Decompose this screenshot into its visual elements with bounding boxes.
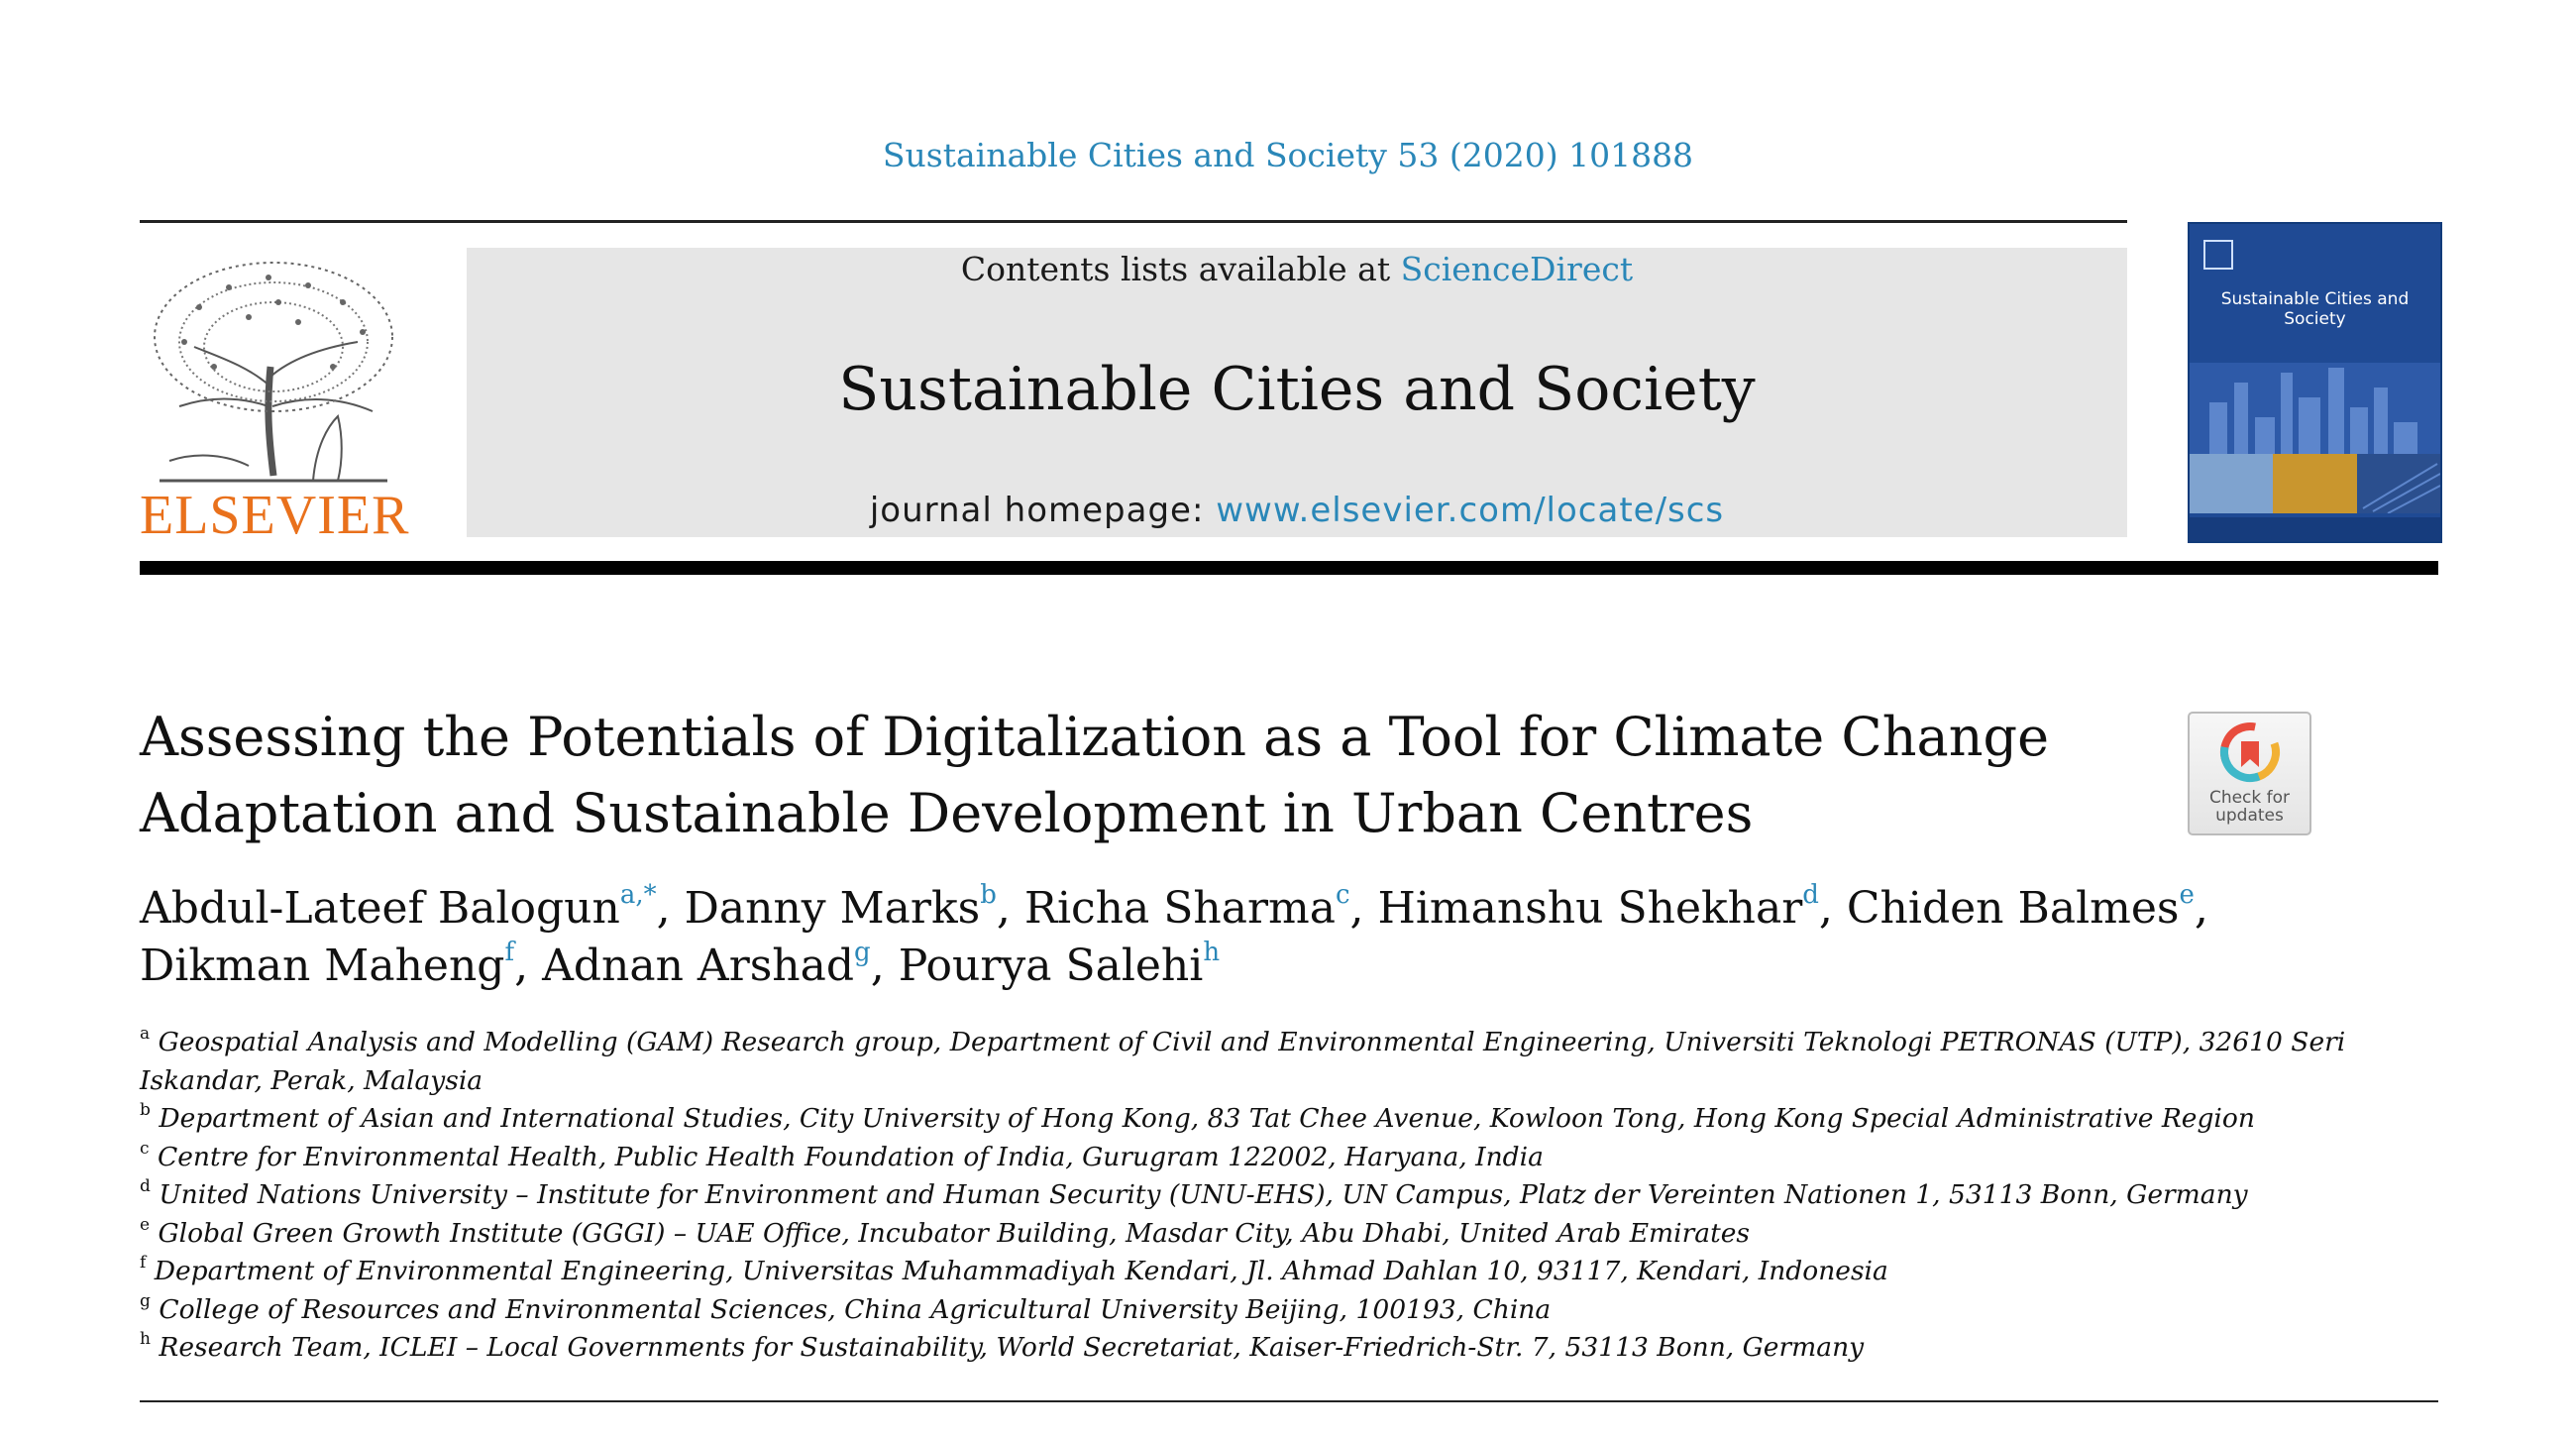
article-title: Assessing the Potentials of Digitalizati… (140, 699, 2121, 851)
affiliation-link[interactable]: a, (619, 880, 644, 911)
cover-logo-icon (2203, 240, 2233, 270)
affiliation-link[interactable]: g (854, 938, 871, 968)
journal-banner: Contents lists available at ScienceDirec… (467, 248, 2127, 537)
affiliation-text: Geospatial Analysis and Modelling (GAM) … (158, 1027, 2346, 1057)
affiliation-link[interactable]: e (2179, 880, 2195, 911)
journal-cover-thumbnail[interactable]: Sustainable Cities and Society (2188, 222, 2442, 543)
affiliation-item: h Research Team, ICLEI – Local Governmen… (140, 1329, 2448, 1368)
author-name: Pourya Salehi (898, 941, 1204, 991)
affiliation-mark: e (140, 1214, 151, 1235)
check-label-line-2: updates (2215, 806, 2284, 826)
affiliation-item: g College of Resources and Environmental… (140, 1291, 2448, 1330)
article-title-line-1: Assessing the Potentials of Digitalizati… (140, 706, 2050, 768)
journal-citation-link[interactable]: Sustainable Cities and Society 53 (2020)… (882, 136, 1694, 174)
affiliation-link[interactable]: f (504, 938, 515, 968)
homepage-prefix: journal homepage: (869, 491, 1217, 530)
affiliation-text: Department of Environmental Engineering,… (154, 1256, 1888, 1286)
author-list: Abdul-Lateef Baloguna,*, Danny Marksb, R… (140, 880, 2418, 995)
sciencedirect-link[interactable]: ScienceDirect (1400, 250, 1634, 288)
check-label-line-1: Check for (2208, 788, 2291, 808)
elsevier-tree-logo (154, 262, 393, 483)
elsevier-wordmark: ELSEVIER (140, 485, 410, 546)
masthead-thick-rule (140, 561, 2438, 575)
affiliation-mark: d (140, 1176, 151, 1197)
section-divider (140, 1400, 2438, 1402)
homepage-link[interactable]: www.elsevier.com/locate/scs (1216, 491, 1725, 530)
affiliation-link[interactable]: b (980, 880, 997, 911)
affiliation-link[interactable]: d (1802, 880, 1819, 911)
affiliation-mark: f (140, 1253, 147, 1274)
homepage-line: journal homepage: www.elsevier.com/locat… (467, 491, 2127, 530)
affiliation-item: d United Nations University – Institute … (140, 1176, 2448, 1215)
check-for-updates-label: Check for updates (2190, 789, 2309, 825)
author-name: Richa Sharma (1023, 883, 1336, 934)
affiliation-text: Iskandar, Perak, Malaysia (140, 1064, 483, 1096)
affiliation-link[interactable]: c (1335, 880, 1350, 911)
author-name: Chiden Balmes (1846, 883, 2180, 934)
author-name: Abdul-Lateef Balogun (140, 883, 620, 934)
cover-footer-band (2190, 517, 2440, 541)
author-name: Dikman Maheng (140, 941, 505, 991)
article-title-line-2: Adaptation and Sustainable Development i… (140, 782, 1754, 844)
affiliation-mark: a (140, 1024, 151, 1045)
author-name: Himanshu Shekhar (1377, 883, 1803, 934)
journal-title: Sustainable Cities and Society (838, 355, 1756, 424)
affiliation-mark: b (140, 1100, 151, 1121)
header-rule (140, 220, 2127, 223)
corresponding-author-link[interactable]: * (643, 880, 657, 911)
author-name: Adnan Arshad (542, 941, 855, 991)
affiliation-mark: g (140, 1290, 151, 1311)
affiliation-item: b Department of Asian and International … (140, 1100, 2448, 1139)
affiliation-text: Centre for Environmental Health, Public … (157, 1141, 1544, 1172)
author-name: Danny Marks (684, 883, 981, 934)
affiliation-item: c Centre for Environmental Health, Publi… (140, 1139, 2448, 1177)
cover-photo-strip (2190, 454, 2440, 513)
affiliation-mark: c (140, 1138, 150, 1159)
affiliation-text: Global Green Growth Institute (GGGI) – U… (158, 1217, 1751, 1249)
affiliation-link[interactable]: h (1203, 938, 1221, 968)
check-for-updates-icon (2220, 722, 2280, 782)
cover-title: Sustainable Cities and Society (2220, 289, 2410, 329)
affiliation-text: Department of Asian and International St… (159, 1103, 2255, 1134)
affiliation-list: a Geospatial Analysis and Modelling (GAM… (140, 1024, 2448, 1368)
affiliation-item: f Department of Environmental Engineerin… (140, 1253, 2448, 1291)
contents-line: Contents lists available at ScienceDirec… (467, 248, 2127, 288)
affiliation-text: United Nations University – Institute fo… (159, 1179, 2248, 1210)
affiliation-text: College of Resources and Environmental S… (159, 1293, 1552, 1325)
check-for-updates-button[interactable]: Check for updates (2188, 712, 2311, 835)
author-line-1: Abdul-Lateef Baloguna,*, Danny Marksb, R… (140, 880, 2208, 934)
affiliation-item-continued: Iskandar, Perak, Malaysia (140, 1062, 2448, 1101)
affiliation-item: a Geospatial Analysis and Modelling (GAM… (140, 1024, 2448, 1062)
affiliation-text: Research Team, ICLEI – Local Governments… (159, 1332, 1865, 1363)
affiliation-mark: h (140, 1329, 151, 1350)
author-line-2: Dikman Mahengf, Adnan Arshadg, Pourya Sa… (140, 938, 1221, 991)
contents-prefix: Contents lists available at (960, 250, 1401, 288)
affiliation-item: e Global Green Growth Institute (GGGI) –… (140, 1215, 2448, 1254)
